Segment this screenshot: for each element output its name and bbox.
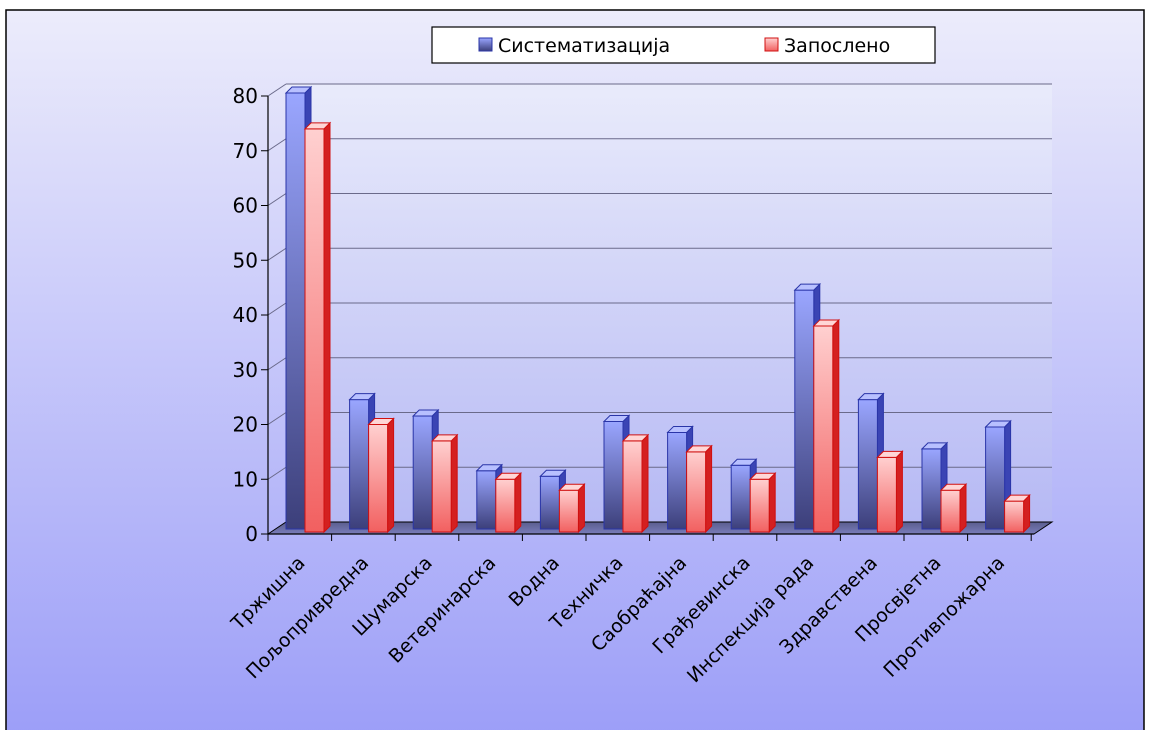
bar-series-2 xyxy=(1003,493,1031,534)
bar-top xyxy=(475,464,504,472)
bar-top xyxy=(348,393,376,401)
bar-series-2 xyxy=(303,121,332,534)
bar-top xyxy=(367,418,395,425)
bar-top xyxy=(430,434,459,442)
bar-front xyxy=(1004,500,1025,533)
bar-front xyxy=(603,421,624,530)
bar-top xyxy=(939,483,968,491)
bar-top xyxy=(602,415,631,422)
gridline xyxy=(267,302,287,316)
y-tick-label: 70 xyxy=(233,139,258,163)
bar-top xyxy=(411,409,440,417)
bar-top xyxy=(666,425,694,433)
bar-top xyxy=(494,472,523,480)
bar-top xyxy=(920,442,949,450)
gridline xyxy=(267,138,287,152)
bar-top xyxy=(748,472,777,480)
bar-front xyxy=(667,431,688,530)
bar-side xyxy=(387,417,395,534)
gridline xyxy=(267,357,287,371)
bar-top xyxy=(284,86,313,94)
gridline xyxy=(267,193,287,206)
bar-front xyxy=(412,415,433,530)
bar-front xyxy=(985,426,1006,530)
bar-top xyxy=(812,319,841,327)
bar-front xyxy=(368,424,389,533)
bar-series-2 xyxy=(685,444,713,534)
bar-front xyxy=(622,440,643,533)
bar-series-2 xyxy=(812,318,841,534)
bar-top xyxy=(876,450,904,458)
y-tick-label: 40 xyxy=(233,303,258,327)
legend-box xyxy=(431,26,936,64)
gridline xyxy=(267,247,287,261)
bar-front xyxy=(921,448,942,530)
bar-top xyxy=(729,458,758,466)
bar-series-2 xyxy=(876,450,904,534)
bar-front xyxy=(876,456,897,533)
bar-series-2 xyxy=(494,472,523,534)
bar-front xyxy=(813,325,834,533)
legend-swatch-series-1 xyxy=(478,37,493,52)
y-tick-label: 0 xyxy=(245,522,258,546)
bar-front xyxy=(285,92,306,530)
bar-front xyxy=(304,128,325,533)
bar-top xyxy=(621,434,650,442)
bar-series-2 xyxy=(430,433,459,534)
bar-side xyxy=(450,433,458,534)
gridline xyxy=(267,466,287,480)
bar-series-2 xyxy=(558,482,586,534)
bar-front xyxy=(349,399,370,530)
bar-series-2 xyxy=(367,417,395,534)
y-tick-label: 30 xyxy=(233,358,258,382)
bar-side xyxy=(832,318,840,534)
bar-series-2 xyxy=(748,472,777,534)
bar-side xyxy=(705,444,713,534)
bar-front xyxy=(495,478,516,533)
legend-swatch-series-2 xyxy=(764,37,779,52)
bar-top xyxy=(793,283,822,291)
bar-side xyxy=(959,482,967,534)
y-tick-label: 60 xyxy=(233,194,258,218)
bar-front xyxy=(431,440,452,533)
legend: Систематизација Запослено xyxy=(431,26,936,64)
bar-side xyxy=(641,433,649,534)
bar-top xyxy=(857,393,885,401)
bar-side xyxy=(577,482,585,534)
bar-front xyxy=(749,478,770,533)
legend-label-series-1: Систематизација xyxy=(498,35,670,57)
gridline xyxy=(267,412,287,425)
bar-side xyxy=(895,450,903,534)
bar-top xyxy=(685,445,713,453)
y-tick-label: 10 xyxy=(233,467,258,491)
y-tick-label: 80 xyxy=(233,84,258,108)
bar-top xyxy=(539,469,567,477)
bar-front xyxy=(730,464,751,530)
bar-top xyxy=(558,483,586,491)
bar-top xyxy=(984,420,1012,428)
bars xyxy=(284,85,1031,534)
gridline xyxy=(267,83,287,97)
bar-series-2 xyxy=(621,433,650,534)
bar-series-2 xyxy=(939,482,968,534)
bar-front xyxy=(476,470,497,530)
bar-side xyxy=(768,472,776,534)
bar-front xyxy=(857,399,878,530)
bar-front xyxy=(558,489,579,533)
bar-top xyxy=(1003,494,1031,502)
bar-side xyxy=(514,472,522,534)
legend-label-series-2: Запослено xyxy=(784,35,890,57)
bar-front xyxy=(686,451,707,533)
bar-front xyxy=(794,289,815,530)
bar-side xyxy=(323,121,331,534)
y-tick-label: 50 xyxy=(233,248,258,272)
bar-series-1 xyxy=(857,392,885,531)
y-tick-label: 20 xyxy=(233,413,258,437)
bar-front xyxy=(539,475,560,530)
y-axis: 0 10 20 30 40 50 60 70 80 xyxy=(233,84,1034,546)
bar-front xyxy=(940,489,961,533)
bar-top xyxy=(303,122,332,130)
